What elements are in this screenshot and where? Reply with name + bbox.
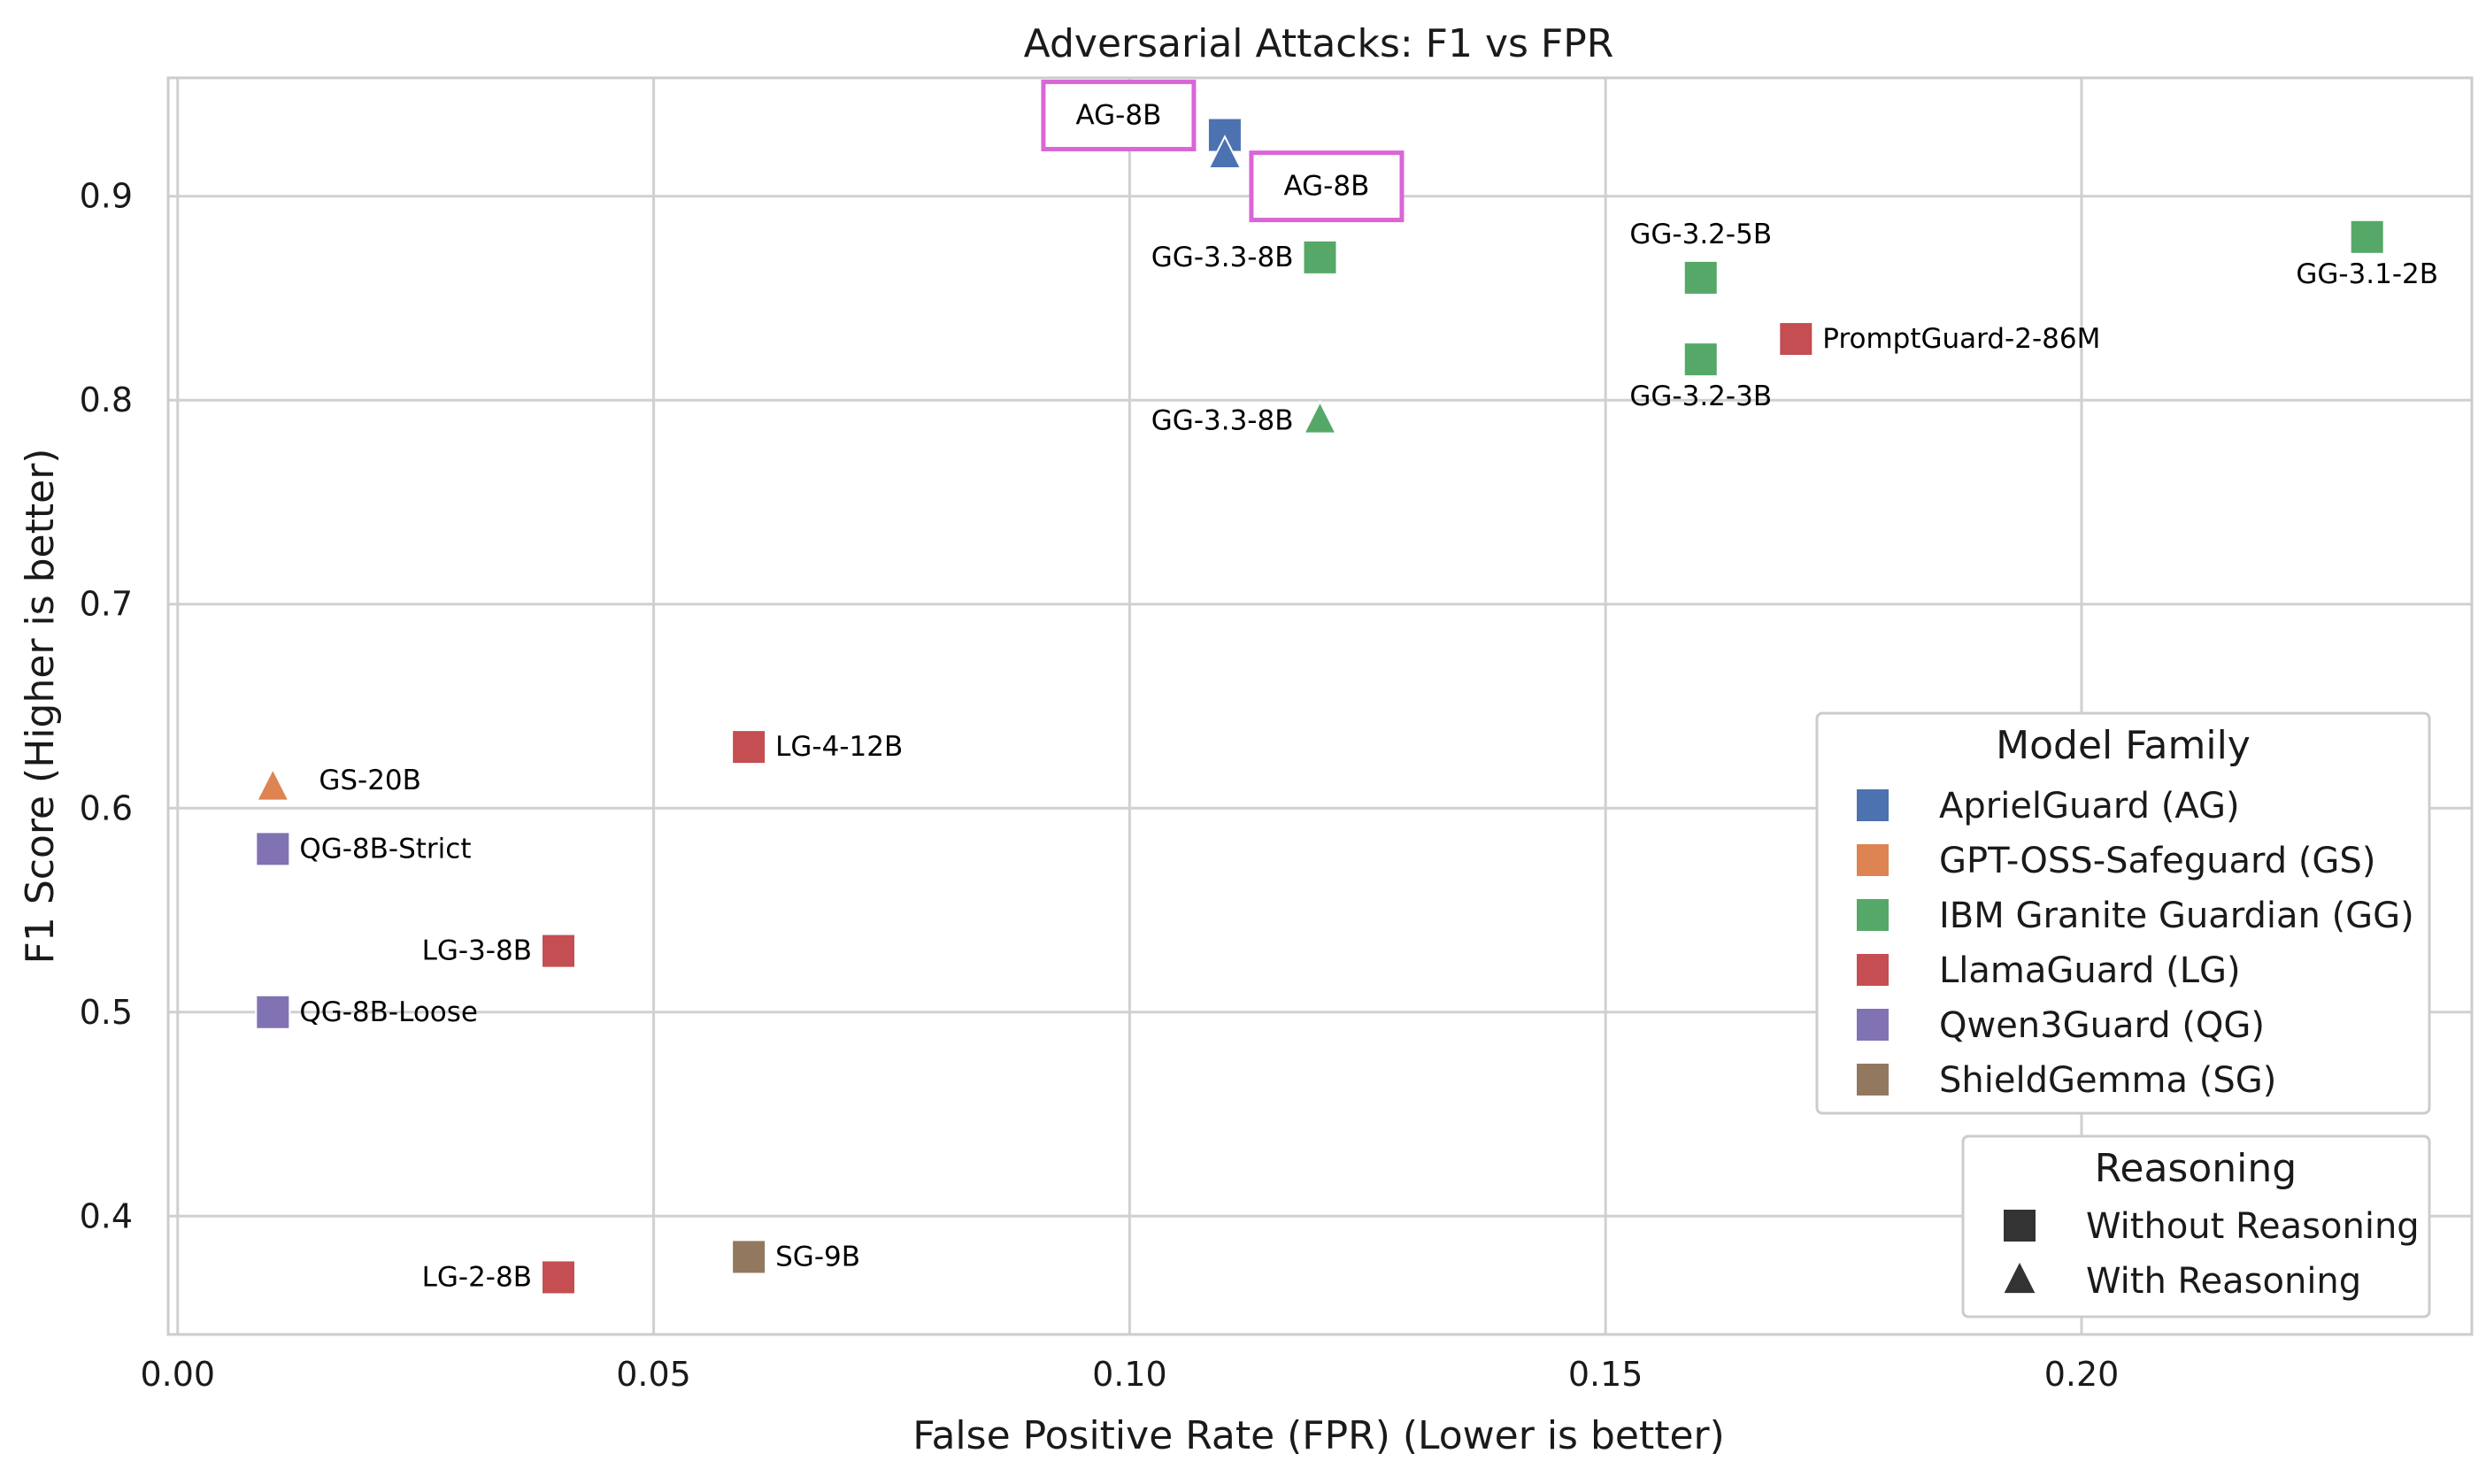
plot-frame <box>166 76 2474 1336</box>
point-label: QG-8B-Strict <box>299 833 471 865</box>
data-point-triangle <box>255 766 290 802</box>
point-label: LG-3-8B <box>422 935 532 967</box>
data-points <box>255 117 2385 1296</box>
tick-labels: 0.00 0.05 0.10 0.15 0.20 0.4 0.5 0.6 0.7 0.8 0.9 <box>80 177 2120 1394</box>
legend-reasoning-title: Reasoning <box>2095 1146 2297 1191</box>
point-label: GG-3.1-2B <box>2296 258 2438 290</box>
y-tick-label: 0.4 <box>80 1196 133 1235</box>
point-labels: AG-8B AG-8B GG-3.3-8B GG-3.3-8B GG-3.2-5B GG-… <box>299 80 2438 1293</box>
legend-family-swatch <box>1857 899 1889 931</box>
legend-reasoning-label: Without Reasoning <box>2086 1206 2420 1247</box>
legend-family-swatch <box>1857 1009 1889 1041</box>
legend-model-family: Model Family AprielGuard (AG) GPT-OSS-Saf… <box>1815 711 2431 1115</box>
legend-family-label: IBM Granite Guardian (GG) <box>1939 896 2414 936</box>
data-point-square <box>1682 342 1719 378</box>
x-tick-label: 0.20 <box>2044 1355 2120 1394</box>
x-tick-label: 0.10 <box>1092 1355 1167 1394</box>
y-tick-label: 0.8 <box>80 381 133 419</box>
point-label: QG-8B-Loose <box>299 996 478 1028</box>
point-label: GG-3.2-3B <box>1629 381 1772 412</box>
legend-family-swatch <box>1857 789 1889 821</box>
data-point-square <box>731 729 767 765</box>
legend-family-label: LlamaGuard (LG) <box>1939 950 2241 991</box>
chart-title: Adversarial Attacks: F1 vs FPR <box>1024 21 1614 66</box>
data-point-triangle <box>1302 399 1338 434</box>
legend-reasoning-box <box>1961 1134 2431 1319</box>
point-label: GG-3.2-5B <box>1629 219 1772 250</box>
data-point-square <box>1302 239 1338 275</box>
highlight-box <box>1041 80 1197 152</box>
point-label: PromptGuard-2-86M <box>1822 323 2100 355</box>
x-tick-label: 0.15 <box>1568 1355 1643 1394</box>
data-point-square <box>541 933 577 969</box>
y-tick-label: 0.5 <box>80 993 133 1032</box>
legend-square-marker <box>2002 1208 2037 1243</box>
legend-family-swatch <box>1857 1064 1889 1096</box>
legend-family-label: GPT-OSS-Safeguard (GS) <box>1939 841 2375 881</box>
x-axis-label: False Positive Rate (FPR) (Lower is bett… <box>912 1413 1725 1458</box>
y-tick-label: 0.6 <box>80 788 133 827</box>
x-tick-label: 0.00 <box>140 1355 215 1394</box>
legend-family-label: Qwen3Guard (QG) <box>1939 1005 2265 1046</box>
legend-family-title: Model Family <box>1996 723 2251 768</box>
legend-reasoning: Reasoning Without Reasoning With Reasonin… <box>1961 1134 2431 1319</box>
y-axis-label: F1 Score (Higher is better) <box>18 449 63 965</box>
legend-reasoning-label: With Reasoning <box>2086 1261 2361 1302</box>
data-point-square <box>255 994 291 1030</box>
data-point-square <box>255 831 291 867</box>
point-label: SG-9B <box>775 1241 860 1273</box>
legend-family-box <box>1815 711 2431 1115</box>
point-label: GS-20B <box>319 765 421 796</box>
point-label: LG-2-8B <box>422 1261 532 1293</box>
data-point-square <box>541 1259 577 1296</box>
point-label: LG-4-12B <box>775 731 903 763</box>
point-label: GG-3.3-8B <box>1151 404 1294 436</box>
point-label: AG-8B <box>1284 171 1370 203</box>
legend-family-label: ShieldGemma (SG) <box>1939 1060 2276 1101</box>
highlight-box <box>1249 150 1405 223</box>
legend-triangle-marker <box>2001 1258 2038 1296</box>
y-tick-label: 0.9 <box>80 177 133 216</box>
data-point-square <box>1778 321 1814 358</box>
legend-family-swatch <box>1857 844 1889 876</box>
x-tick-label: 0.05 <box>616 1355 691 1394</box>
data-point-square <box>1682 259 1719 296</box>
legend-family-label: AprielGuard (AG) <box>1939 786 2240 827</box>
data-point-square <box>2349 219 2385 255</box>
point-label: GG-3.3-8B <box>1151 242 1294 273</box>
legend-family-swatch <box>1857 954 1889 986</box>
y-tick-label: 0.7 <box>80 585 133 624</box>
point-label: AG-8B <box>1076 100 1162 132</box>
data-point-triangle <box>1207 135 1243 169</box>
data-point-square <box>731 1239 767 1275</box>
